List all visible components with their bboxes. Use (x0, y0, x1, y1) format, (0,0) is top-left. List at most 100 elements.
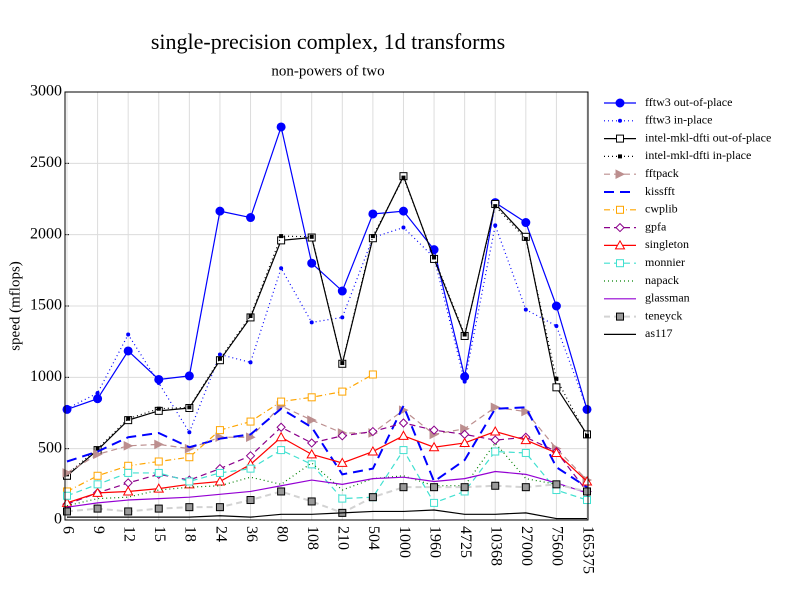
legend-label: teneyck (645, 308, 682, 322)
marker (521, 406, 531, 417)
legend-label: kissfft (645, 184, 675, 198)
marker (551, 447, 562, 457)
marker (552, 480, 561, 489)
marker (277, 446, 286, 455)
marker (92, 487, 103, 497)
marker (279, 266, 284, 271)
y-tick-label: 2500 (30, 154, 62, 171)
marker (460, 483, 469, 492)
marker (215, 206, 225, 216)
legend: fftw3 out-of-place fftw3 in-place intel-mk… (604, 95, 771, 340)
marker (340, 361, 345, 366)
marker (338, 494, 347, 503)
y-tick-label: 2000 (30, 225, 62, 242)
legend-label: fftw3 out-of-place (645, 95, 732, 109)
series-line (66, 422, 588, 505)
marker (306, 438, 317, 448)
marker (156, 381, 161, 386)
marker (428, 441, 440, 452)
y-axis-label: speed (mflops) (7, 261, 23, 351)
x-tick-label: 12 (121, 526, 138, 542)
legend-label: cwplib (645, 202, 678, 216)
x-tick-label: 15 (151, 526, 168, 542)
marker (368, 493, 377, 502)
marker (618, 118, 622, 123)
marker (279, 234, 284, 239)
marker (217, 356, 222, 361)
marker (277, 487, 286, 496)
marker (399, 446, 408, 455)
marker (93, 449, 103, 460)
marker (368, 209, 378, 219)
marker (581, 475, 593, 486)
marker (215, 503, 224, 512)
x-tick-label: 24 (212, 526, 229, 542)
marker (432, 255, 437, 260)
marker (63, 507, 71, 516)
marker (122, 485, 134, 496)
series-line (66, 176, 588, 475)
marker (554, 323, 559, 328)
marker (217, 352, 222, 357)
marker (246, 464, 255, 473)
marker (185, 453, 194, 462)
x-tick-label: 165375 (579, 526, 596, 574)
marker (124, 507, 133, 516)
marker (306, 448, 318, 459)
marker (184, 371, 194, 381)
marker (215, 468, 224, 477)
x-tick-label: 9 (90, 526, 107, 534)
marker (93, 480, 102, 489)
marker (459, 437, 471, 447)
series-line (67, 509, 587, 520)
marker (95, 446, 100, 451)
marker (462, 379, 467, 384)
marker (276, 422, 286, 432)
marker (246, 417, 255, 426)
x-tick-label: 10368 (488, 526, 505, 566)
marker (154, 468, 163, 477)
marker (398, 430, 409, 440)
marker (309, 234, 314, 239)
marker (93, 504, 102, 513)
marker (215, 426, 224, 435)
series-line (66, 483, 588, 514)
marker (430, 483, 439, 492)
marker (523, 307, 528, 312)
marker (275, 431, 287, 442)
marker (614, 239, 626, 250)
marker (154, 504, 163, 513)
marker (93, 471, 102, 480)
x-tick-label: 1000 (396, 526, 413, 558)
series-line (66, 174, 588, 477)
marker (126, 332, 131, 337)
marker (337, 286, 347, 296)
plot (61, 122, 593, 520)
marker (337, 431, 348, 441)
marker (370, 234, 375, 239)
marker (126, 416, 131, 421)
marker (156, 406, 161, 411)
marker (490, 435, 500, 445)
series-line (66, 430, 588, 504)
series-line (66, 448, 588, 504)
marker (615, 98, 625, 108)
marker (583, 496, 591, 505)
chart-subtitle: non-powers of two (271, 63, 384, 79)
marker (93, 394, 103, 404)
marker (551, 301, 561, 311)
marker (430, 498, 439, 507)
marker (552, 383, 561, 392)
marker (554, 376, 559, 381)
x-tick-label: 80 (273, 526, 290, 542)
legend-label: singleton (645, 237, 689, 251)
y-tick-label: 500 (38, 439, 62, 456)
series-line (66, 441, 588, 507)
marker (248, 360, 253, 365)
marker (399, 483, 408, 492)
series-line (66, 470, 588, 508)
marker (585, 433, 589, 438)
marker (398, 206, 408, 216)
marker (95, 391, 100, 396)
